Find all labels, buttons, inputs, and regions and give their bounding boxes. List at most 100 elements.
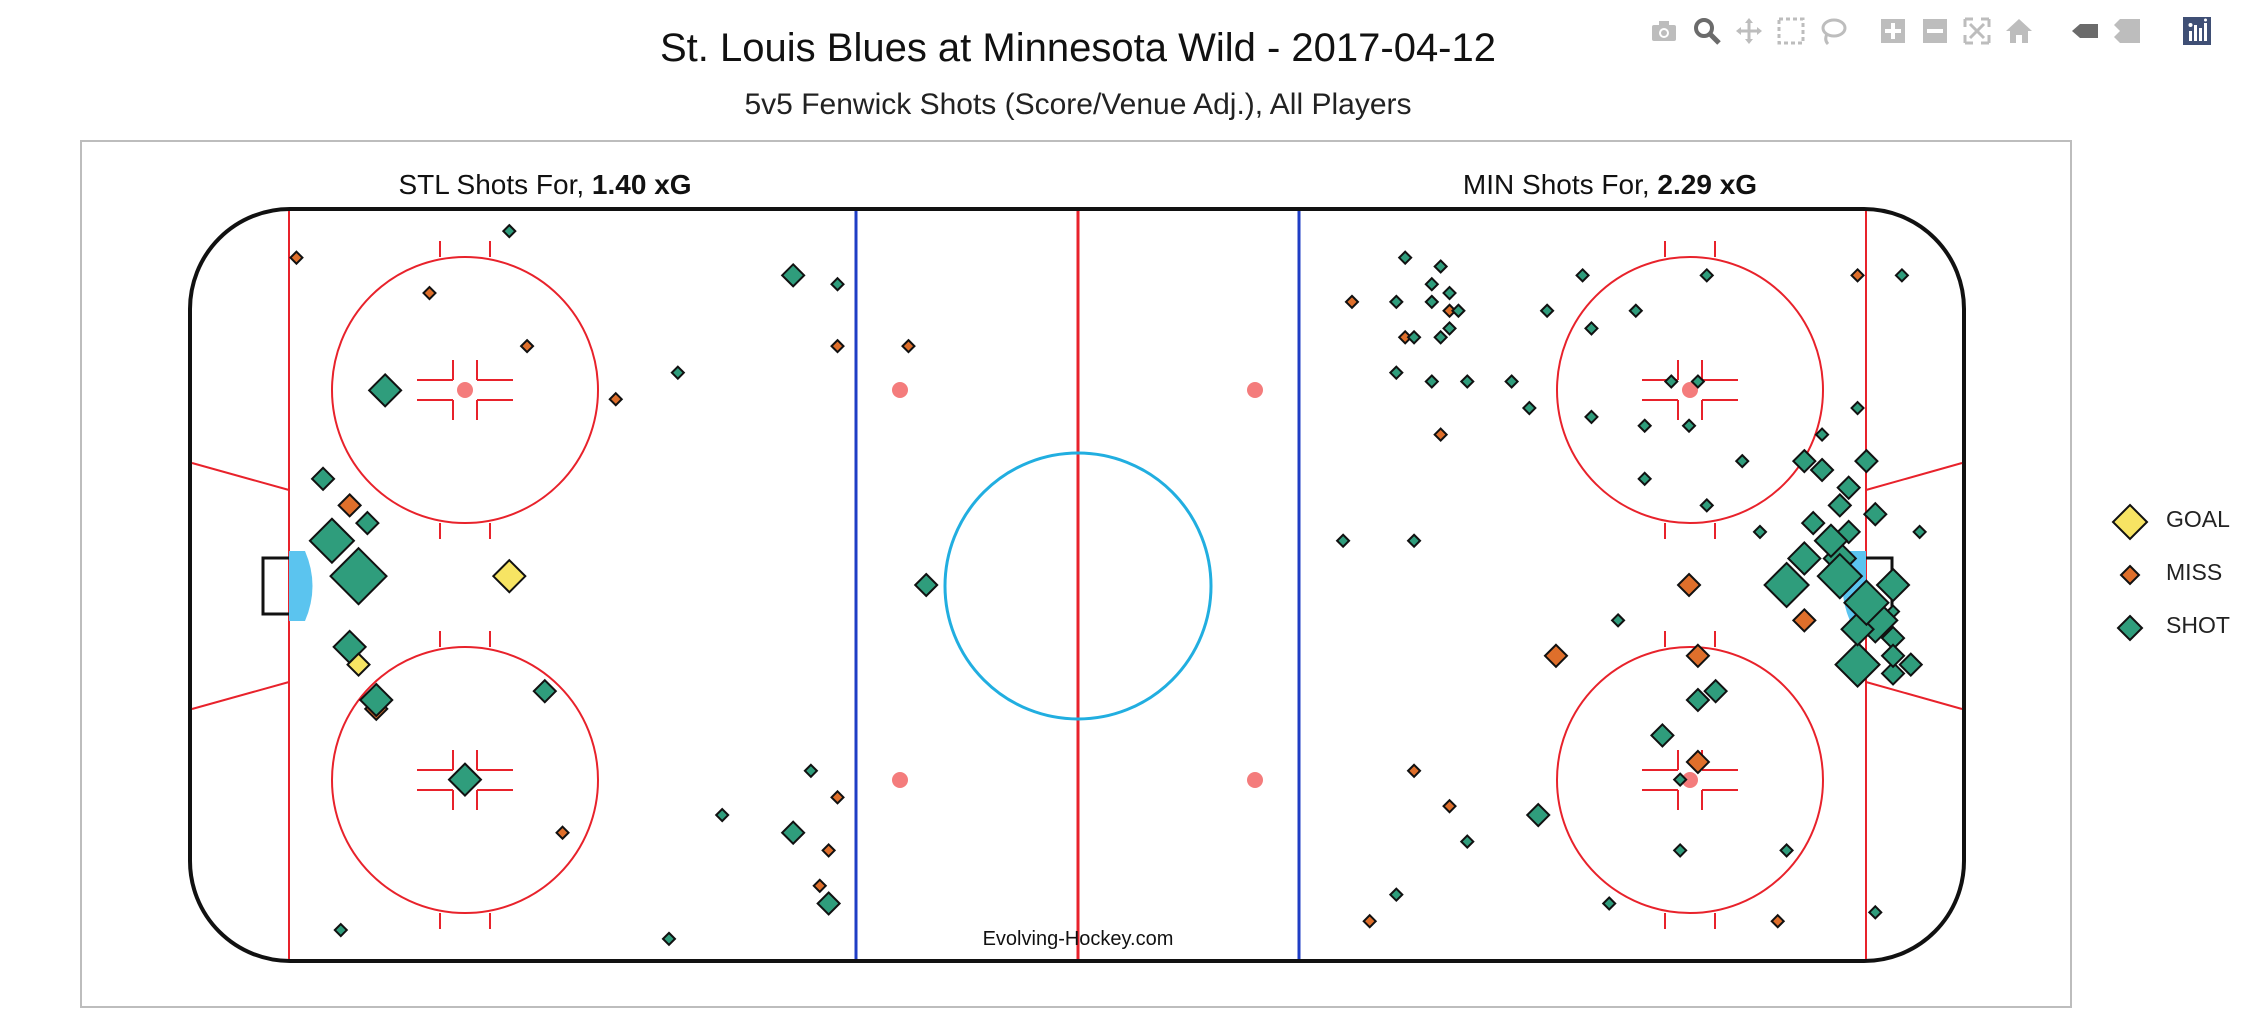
shot-marker[interactable] bbox=[1433, 329, 1449, 345]
shot-marker[interactable] bbox=[1894, 267, 1910, 283]
shot-marker[interactable] bbox=[1628, 303, 1644, 319]
miss-marker[interactable] bbox=[901, 338, 916, 354]
shot-marker[interactable] bbox=[308, 517, 356, 565]
miss-marker[interactable] bbox=[830, 338, 845, 354]
shot-marker[interactable] bbox=[661, 931, 677, 947]
shot-marker[interactable] bbox=[1898, 652, 1924, 678]
shot-marker[interactable] bbox=[1791, 448, 1817, 474]
shot-marker[interactable] bbox=[1637, 471, 1653, 487]
zoom-out-icon[interactable] bbox=[1918, 16, 1952, 46]
shot-marker[interactable] bbox=[447, 762, 483, 798]
shot-marker[interactable] bbox=[1779, 842, 1795, 858]
zoom-icon[interactable] bbox=[1690, 16, 1724, 46]
shot-marker[interactable] bbox=[1584, 321, 1599, 336]
box-select-icon[interactable] bbox=[1774, 16, 1808, 46]
miss-marker[interactable] bbox=[1791, 607, 1817, 633]
plotly-logo-icon[interactable] bbox=[2180, 16, 2214, 46]
shot-marker[interactable] bbox=[1637, 418, 1653, 434]
shot-marker[interactable] bbox=[1813, 523, 1849, 559]
shot-marker[interactable] bbox=[1650, 722, 1675, 748]
shot-marker[interactable] bbox=[1504, 374, 1520, 389]
shot-marker[interactable] bbox=[358, 682, 394, 718]
shot-marker[interactable] bbox=[329, 546, 388, 606]
shot-marker[interactable] bbox=[1867, 904, 1883, 920]
legend-item-shot[interactable]: SHOT bbox=[2104, 602, 2254, 655]
shot-marker[interactable] bbox=[501, 223, 517, 239]
miss-marker[interactable] bbox=[1442, 798, 1457, 814]
autoscale-icon[interactable] bbox=[1960, 16, 1994, 46]
shot-marker[interactable] bbox=[1406, 329, 1422, 345]
lasso-select-icon[interactable] bbox=[1816, 16, 1850, 46]
shot-marker[interactable] bbox=[532, 678, 558, 704]
shot-marker[interactable] bbox=[1912, 524, 1928, 540]
shot-marker[interactable] bbox=[1433, 259, 1449, 274]
shot-marker[interactable] bbox=[354, 510, 380, 536]
shot-marker[interactable] bbox=[333, 922, 349, 938]
shot-marker[interactable] bbox=[1406, 533, 1422, 549]
shot-markers[interactable] bbox=[289, 223, 1928, 947]
zoom-in-icon[interactable] bbox=[1876, 16, 1910, 46]
miss-marker[interactable] bbox=[1676, 572, 1702, 598]
shot-marker[interactable] bbox=[1388, 294, 1404, 310]
shot-marker[interactable] bbox=[1834, 641, 1881, 689]
miss-marker[interactable] bbox=[555, 825, 570, 841]
shot-marker[interactable] bbox=[1809, 457, 1835, 483]
shot-marker[interactable] bbox=[1875, 567, 1911, 603]
shot-marker[interactable] bbox=[1699, 267, 1715, 283]
shot-marker[interactable] bbox=[310, 466, 336, 492]
miss-marker[interactable] bbox=[821, 842, 837, 858]
shot-marker[interactable] bbox=[1690, 374, 1706, 389]
pan-icon[interactable] bbox=[1732, 16, 1766, 46]
shot-marker[interactable] bbox=[1388, 365, 1404, 381]
shot-marker[interactable] bbox=[1424, 374, 1440, 389]
shot-marker[interactable] bbox=[1827, 492, 1853, 518]
shot-marker[interactable] bbox=[1442, 285, 1457, 301]
shot-marker[interactable] bbox=[1816, 552, 1864, 600]
shot-marker[interactable] bbox=[1459, 374, 1475, 389]
legend-item-miss[interactable]: MISS bbox=[2104, 549, 2254, 602]
reset-axes-icon[interactable] bbox=[2002, 16, 2036, 46]
miss-marker[interactable] bbox=[1406, 763, 1422, 779]
shot-marker[interactable] bbox=[1843, 579, 1890, 627]
shot-marker[interactable] bbox=[1862, 501, 1888, 527]
shot-marker[interactable] bbox=[830, 276, 845, 292]
shot-marker[interactable] bbox=[1539, 303, 1555, 319]
shot-marker[interactable] bbox=[1601, 896, 1617, 911]
shot-marker[interactable] bbox=[780, 262, 806, 288]
shot-marker[interactable] bbox=[1703, 678, 1729, 704]
goal-marker[interactable] bbox=[491, 558, 527, 594]
miss-marker[interactable] bbox=[422, 285, 437, 301]
miss-marker[interactable] bbox=[337, 492, 363, 518]
shot-marker[interactable] bbox=[1610, 612, 1626, 628]
miss-marker[interactable] bbox=[289, 250, 304, 266]
shot-marker[interactable] bbox=[1584, 409, 1599, 425]
camera-icon[interactable] bbox=[1647, 16, 1681, 46]
shot-marker[interactable] bbox=[913, 572, 939, 598]
shot-marker[interactable] bbox=[1734, 453, 1750, 469]
shot-marker[interactable] bbox=[1525, 802, 1551, 828]
shot-marker[interactable] bbox=[803, 763, 819, 779]
shot-marker[interactable] bbox=[1424, 294, 1440, 310]
legend-item-goal[interactable]: GOAL bbox=[2104, 496, 2254, 549]
miss-marker[interactable] bbox=[1770, 913, 1786, 929]
shot-marker[interactable] bbox=[1786, 541, 1822, 576]
shot-marker[interactable] bbox=[367, 372, 403, 408]
shot-marker[interactable] bbox=[1800, 510, 1826, 536]
shot-marker[interactable] bbox=[1335, 533, 1351, 549]
shot-marker[interactable] bbox=[1880, 643, 1906, 669]
miss-marker[interactable] bbox=[1433, 427, 1449, 443]
shot-marker[interactable] bbox=[714, 807, 730, 823]
shot-marker[interactable] bbox=[670, 365, 686, 381]
shot-marker[interactable] bbox=[1388, 887, 1404, 903]
miss-marker[interactable] bbox=[1362, 913, 1378, 929]
miss-marker[interactable] bbox=[812, 878, 828, 894]
shot-marker[interactable] bbox=[1814, 427, 1830, 443]
shot-marker[interactable] bbox=[1854, 448, 1879, 474]
shot-marker[interactable] bbox=[1699, 497, 1715, 513]
shot-marker[interactable] bbox=[1424, 276, 1440, 292]
shot-marker[interactable] bbox=[1880, 661, 1906, 686]
shot-marker[interactable] bbox=[780, 820, 806, 846]
shot-marker[interactable] bbox=[1450, 303, 1466, 319]
spike-lines-icon[interactable] bbox=[2068, 16, 2102, 46]
